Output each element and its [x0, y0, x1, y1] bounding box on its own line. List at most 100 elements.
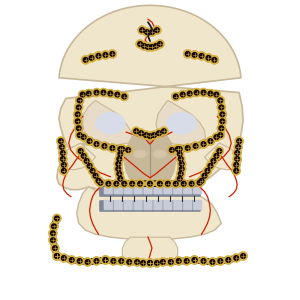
- Circle shape: [148, 43, 156, 51]
- Circle shape: [199, 54, 204, 58]
- Circle shape: [59, 145, 64, 149]
- Circle shape: [220, 112, 225, 117]
- Circle shape: [208, 164, 213, 168]
- Circle shape: [48, 236, 57, 244]
- Circle shape: [55, 254, 59, 258]
- Circle shape: [178, 172, 183, 176]
- Circle shape: [102, 144, 107, 148]
- Circle shape: [112, 179, 121, 188]
- Circle shape: [174, 256, 183, 266]
- Circle shape: [115, 154, 124, 164]
- Circle shape: [117, 157, 122, 161]
- Circle shape: [83, 58, 88, 62]
- Circle shape: [192, 52, 197, 57]
- Circle shape: [92, 256, 101, 266]
- Circle shape: [152, 259, 161, 267]
- Circle shape: [239, 252, 248, 260]
- Circle shape: [61, 151, 65, 155]
- Circle shape: [192, 258, 197, 262]
- Circle shape: [93, 173, 98, 178]
- Circle shape: [127, 260, 131, 264]
- Circle shape: [119, 259, 124, 263]
- Circle shape: [236, 145, 241, 149]
- Circle shape: [75, 256, 84, 266]
- Circle shape: [157, 131, 161, 136]
- Circle shape: [89, 56, 94, 60]
- Circle shape: [205, 169, 210, 173]
- Circle shape: [61, 256, 66, 260]
- Circle shape: [145, 30, 149, 34]
- Circle shape: [199, 178, 204, 183]
- Circle shape: [194, 90, 199, 95]
- Circle shape: [96, 178, 105, 187]
- Circle shape: [179, 162, 184, 166]
- Circle shape: [141, 261, 146, 265]
- Circle shape: [217, 124, 226, 133]
- Circle shape: [177, 147, 182, 151]
- FancyBboxPatch shape: [144, 183, 152, 194]
- Circle shape: [152, 26, 161, 34]
- Polygon shape: [205, 143, 241, 170]
- Circle shape: [214, 92, 219, 97]
- Circle shape: [179, 179, 188, 188]
- Circle shape: [75, 131, 84, 140]
- Circle shape: [48, 229, 57, 238]
- Circle shape: [169, 260, 173, 264]
- Circle shape: [199, 256, 208, 266]
- Circle shape: [90, 169, 95, 173]
- Circle shape: [109, 256, 118, 266]
- Circle shape: [235, 151, 239, 155]
- Circle shape: [92, 88, 101, 97]
- Circle shape: [96, 178, 101, 183]
- Circle shape: [85, 260, 90, 264]
- Circle shape: [201, 90, 206, 95]
- Circle shape: [180, 92, 185, 97]
- Circle shape: [173, 145, 182, 154]
- Circle shape: [74, 103, 83, 112]
- Circle shape: [185, 146, 190, 150]
- Polygon shape: [77, 187, 221, 240]
- Circle shape: [218, 133, 223, 137]
- Circle shape: [183, 50, 192, 58]
- Circle shape: [106, 182, 111, 186]
- Circle shape: [101, 90, 106, 95]
- Circle shape: [138, 182, 142, 186]
- Circle shape: [142, 44, 146, 48]
- FancyBboxPatch shape: [134, 183, 142, 194]
- Circle shape: [122, 182, 127, 186]
- Circle shape: [91, 171, 100, 180]
- Circle shape: [85, 161, 94, 170]
- Circle shape: [78, 90, 87, 99]
- Circle shape: [118, 176, 123, 181]
- FancyBboxPatch shape: [154, 183, 162, 194]
- Circle shape: [59, 160, 68, 169]
- Circle shape: [87, 139, 92, 143]
- Circle shape: [50, 222, 58, 231]
- Circle shape: [199, 140, 208, 148]
- Circle shape: [208, 257, 217, 266]
- Circle shape: [183, 144, 192, 152]
- Circle shape: [55, 216, 59, 221]
- Circle shape: [79, 152, 88, 160]
- Circle shape: [154, 261, 159, 265]
- Circle shape: [234, 163, 238, 167]
- Circle shape: [120, 147, 124, 151]
- Circle shape: [120, 179, 129, 188]
- Circle shape: [216, 256, 225, 266]
- Circle shape: [98, 180, 103, 185]
- Circle shape: [61, 157, 65, 161]
- Circle shape: [187, 91, 192, 96]
- Polygon shape: [124, 134, 176, 186]
- Circle shape: [148, 261, 152, 265]
- Circle shape: [134, 129, 138, 134]
- Circle shape: [234, 142, 243, 152]
- FancyBboxPatch shape: [164, 200, 172, 210]
- Circle shape: [146, 132, 154, 141]
- Circle shape: [94, 176, 103, 185]
- FancyBboxPatch shape: [124, 200, 133, 210]
- Circle shape: [74, 124, 83, 133]
- FancyBboxPatch shape: [100, 200, 200, 211]
- Circle shape: [61, 163, 66, 167]
- Circle shape: [176, 154, 185, 164]
- Ellipse shape: [167, 112, 196, 134]
